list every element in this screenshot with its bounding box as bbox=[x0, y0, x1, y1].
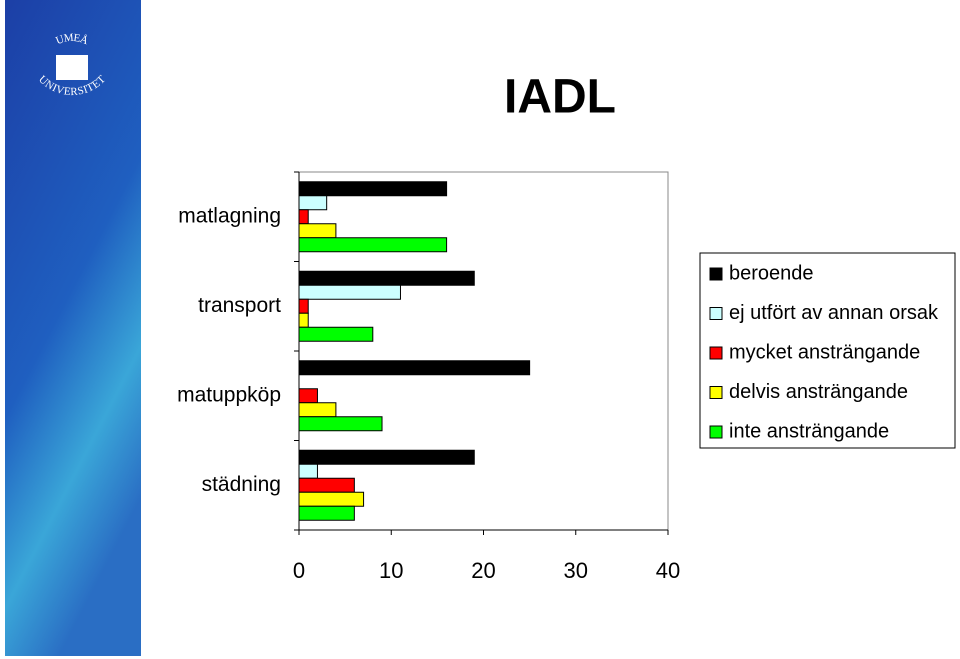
bar bbox=[298, 388, 318, 404]
bar bbox=[298, 209, 309, 225]
y-tick-label: matuppköp bbox=[177, 383, 281, 406]
legend-swatch bbox=[709, 267, 723, 281]
legend-label: beroende bbox=[729, 262, 814, 284]
legend-label: delvis ansträngande bbox=[729, 381, 908, 403]
legend-swatch bbox=[709, 346, 723, 360]
bar bbox=[298, 416, 383, 432]
x-tick-label: 0 bbox=[293, 558, 305, 583]
legend bbox=[699, 252, 956, 449]
y-tick-label: transport bbox=[198, 294, 281, 317]
bar bbox=[298, 223, 337, 239]
x-tick-label: 30 bbox=[564, 558, 588, 583]
legend-swatch bbox=[709, 386, 723, 399]
bar bbox=[298, 449, 475, 465]
side-band bbox=[5, 0, 141, 656]
x-tick-label: 40 bbox=[656, 558, 680, 583]
bar bbox=[298, 298, 309, 314]
bar bbox=[298, 270, 475, 286]
legend-swatch bbox=[709, 307, 723, 320]
x-tick-label: 10 bbox=[379, 558, 403, 583]
bar bbox=[298, 195, 328, 211]
plot-area bbox=[298, 171, 669, 531]
y-tick-label: matlagning bbox=[178, 204, 281, 227]
bar bbox=[298, 402, 337, 418]
legend-label: mycket ansträngande bbox=[729, 341, 920, 363]
legend-label: ej utfört av annan orsak bbox=[729, 302, 939, 324]
bar bbox=[298, 491, 365, 507]
bar bbox=[298, 181, 448, 197]
bar bbox=[298, 360, 531, 376]
legend-label: inte ansträngande bbox=[729, 420, 889, 442]
bar bbox=[298, 237, 448, 253]
bar bbox=[298, 477, 355, 493]
bar bbox=[298, 505, 355, 521]
legend-swatch bbox=[709, 425, 723, 439]
y-tick-label: städning bbox=[202, 473, 281, 496]
x-tick-label: 20 bbox=[471, 558, 495, 583]
bar bbox=[298, 463, 318, 479]
bar bbox=[298, 326, 374, 342]
logo-emblem bbox=[56, 55, 88, 80]
bar bbox=[298, 312, 309, 328]
chart-title: IADL bbox=[504, 71, 616, 124]
bar bbox=[298, 284, 401, 300]
